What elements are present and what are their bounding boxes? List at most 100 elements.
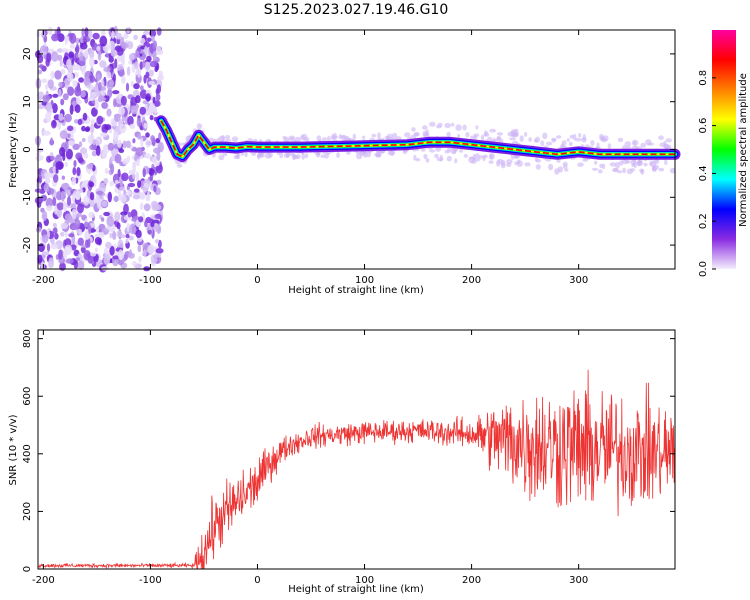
noise-speck: [74, 86, 82, 97]
noise-speck: [54, 70, 62, 80]
ridge-halo-speck: [459, 148, 464, 153]
x-tick-label: 300: [569, 275, 588, 286]
noise-speck: [41, 78, 48, 84]
noise-speck: [83, 49, 89, 58]
y-tick-label: 600: [22, 387, 33, 406]
noise-speck: [64, 140, 69, 152]
noise-speck: [88, 224, 92, 235]
ridge-halo-speck: [496, 136, 501, 141]
noise-speck: [146, 55, 152, 63]
noise-speck: [56, 26, 61, 37]
noise-speck: [118, 106, 126, 116]
ridge-halo-speck: [454, 158, 458, 164]
noise-speck: [47, 26, 53, 35]
colorbar: 0.0 0.2 0.4 0.6 0.8 Normalized spectral ampl…: [698, 30, 749, 277]
noise-speck: [78, 141, 83, 148]
colorbar-gradient: [712, 30, 736, 269]
noise-speck: [77, 260, 85, 271]
noise-speck: [80, 246, 86, 254]
snr-frame: [37, 329, 676, 570]
ridge-halo-speck: [575, 137, 582, 142]
ridge-halo-speck: [447, 146, 451, 154]
noise-speck: [157, 141, 164, 153]
noise-speck: [78, 157, 84, 164]
noise-speck: [88, 181, 95, 188]
noise-speck: [35, 155, 42, 162]
noise-speck: [120, 95, 127, 106]
noise-speck: [74, 37, 81, 44]
noise-speck: [100, 217, 105, 222]
noise-speck: [136, 158, 140, 167]
noise-speck: [121, 172, 129, 182]
figure-title: S125.2023.027.19.46.G10: [264, 2, 449, 18]
x-tick-label: 200: [462, 575, 481, 586]
ridge-halo-speck: [622, 167, 626, 174]
noise-speck: [108, 40, 116, 51]
noise-speck: [146, 37, 152, 43]
y-tick-label: -10: [22, 189, 33, 205]
noise-speck: [104, 168, 109, 174]
noise-speck: [92, 32, 100, 40]
ridge-halo-speck: [356, 152, 363, 160]
ridge-halo-speck: [517, 159, 521, 165]
ridge-halo-speck: [500, 162, 506, 169]
ridge-halo-speck: [489, 128, 497, 133]
ridge-halo-speck: [176, 163, 183, 168]
ridge-halo-speck: [562, 164, 568, 169]
ridge-halo-speck: [474, 157, 481, 162]
noise-speck: [109, 232, 113, 239]
noise-speck: [67, 133, 71, 138]
noise-speck: [125, 234, 130, 239]
ridge-halo-speck: [533, 139, 539, 143]
ridge-halo-speck: [429, 149, 436, 153]
noise-speck: [142, 60, 146, 68]
snr-background: [38, 330, 675, 569]
ridge-halo-speck: [402, 150, 408, 154]
noise-speck: [67, 86, 75, 96]
noise-speck: [46, 205, 53, 212]
noise-speck: [152, 40, 157, 49]
noise-speck: [149, 60, 157, 68]
noise-speck: [112, 231, 117, 240]
ridge-halo-speck: [377, 132, 381, 139]
noise-speck: [113, 25, 118, 36]
ridge-halo-speck: [519, 135, 524, 142]
ridge-halo-speck: [625, 160, 632, 164]
noise-speck: [101, 151, 108, 159]
noise-speck: [159, 209, 163, 216]
noise-speck: [42, 234, 49, 244]
x-tick-label: 100: [355, 275, 374, 286]
noise-speck: [65, 148, 73, 160]
noise-speck: [153, 185, 157, 193]
noise-speck: [44, 171, 52, 179]
noise-speck: [66, 58, 72, 69]
noise-speck: [71, 193, 76, 203]
noise-speck: [117, 93, 122, 99]
noise-speck: [50, 70, 55, 80]
noise-speck: [59, 130, 68, 140]
noise-speck: [116, 47, 124, 56]
noise-speck: [65, 258, 74, 264]
noise-speck: [60, 68, 66, 75]
noise-speck: [153, 100, 161, 107]
ridge-halo-speck: [437, 122, 443, 127]
noise-speck: [158, 70, 164, 79]
spectrogram-y-label: Frequency (Hz): [8, 112, 19, 188]
noise-speck: [89, 49, 95, 60]
ridge-halo-speck: [324, 152, 329, 159]
spectrogram-ridge: [155, 115, 681, 175]
noise-speck: [127, 211, 132, 218]
noise-speck: [89, 56, 95, 68]
noise-speck: [72, 80, 78, 88]
ridge-halo-speck: [633, 161, 637, 169]
ridge-halo-speck: [469, 135, 476, 140]
noise-speck: [103, 66, 111, 72]
noise-speck: [85, 126, 91, 132]
noise-speck: [106, 71, 112, 79]
noise-speck: [93, 256, 99, 263]
noise-speck: [42, 210, 48, 221]
y-tick-label: -20: [22, 237, 33, 253]
noise-speck: [72, 167, 77, 176]
noise-speck: [117, 239, 124, 251]
noise-speck: [77, 237, 85, 246]
